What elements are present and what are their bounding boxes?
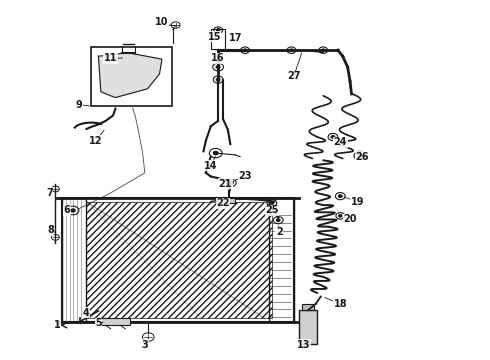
Text: 6: 6 (63, 206, 70, 216)
Text: 8: 8 (47, 225, 54, 235)
Text: 5: 5 (95, 319, 102, 328)
Circle shape (276, 219, 280, 221)
Bar (96, 318, 130, 325)
Bar (91, 47, 172, 107)
Text: 15: 15 (207, 32, 221, 41)
Text: 18: 18 (334, 299, 347, 309)
Text: 2: 2 (276, 227, 283, 237)
Text: 10: 10 (155, 17, 169, 27)
Text: 19: 19 (351, 197, 364, 207)
Circle shape (290, 49, 293, 51)
Text: 16: 16 (211, 53, 225, 63)
Text: 21: 21 (219, 179, 232, 189)
Text: 9: 9 (75, 100, 82, 110)
Text: 27: 27 (287, 71, 300, 81)
Circle shape (244, 49, 246, 51)
Text: 12: 12 (89, 136, 103, 145)
Bar (216, 198, 235, 203)
Bar (62, 198, 86, 321)
Circle shape (230, 181, 233, 184)
Bar (299, 310, 318, 344)
Circle shape (71, 209, 75, 212)
Text: 7: 7 (46, 188, 53, 198)
Text: 26: 26 (356, 152, 369, 162)
Circle shape (339, 215, 342, 217)
Text: 22: 22 (216, 198, 230, 208)
Bar (302, 304, 315, 310)
Bar (86, 202, 272, 318)
Text: 1: 1 (53, 320, 60, 330)
Bar (270, 198, 294, 321)
Text: 17: 17 (228, 33, 242, 43)
Circle shape (270, 202, 273, 204)
Text: 4: 4 (83, 308, 90, 318)
Bar (211, 30, 225, 49)
Circle shape (217, 29, 220, 31)
Text: 24: 24 (334, 138, 347, 147)
Text: 3: 3 (142, 340, 148, 350)
Circle shape (217, 78, 220, 81)
Text: 25: 25 (265, 206, 279, 216)
Circle shape (321, 49, 325, 51)
Bar (62, 198, 294, 321)
Text: 13: 13 (297, 340, 310, 350)
Polygon shape (98, 53, 162, 98)
Text: 11: 11 (104, 53, 118, 63)
Text: 14: 14 (204, 161, 218, 171)
Circle shape (358, 154, 362, 157)
Circle shape (214, 152, 218, 155)
Circle shape (331, 136, 335, 138)
Circle shape (216, 66, 220, 68)
Text: 20: 20 (343, 215, 357, 224)
Circle shape (339, 195, 342, 197)
Text: 23: 23 (238, 171, 252, 181)
